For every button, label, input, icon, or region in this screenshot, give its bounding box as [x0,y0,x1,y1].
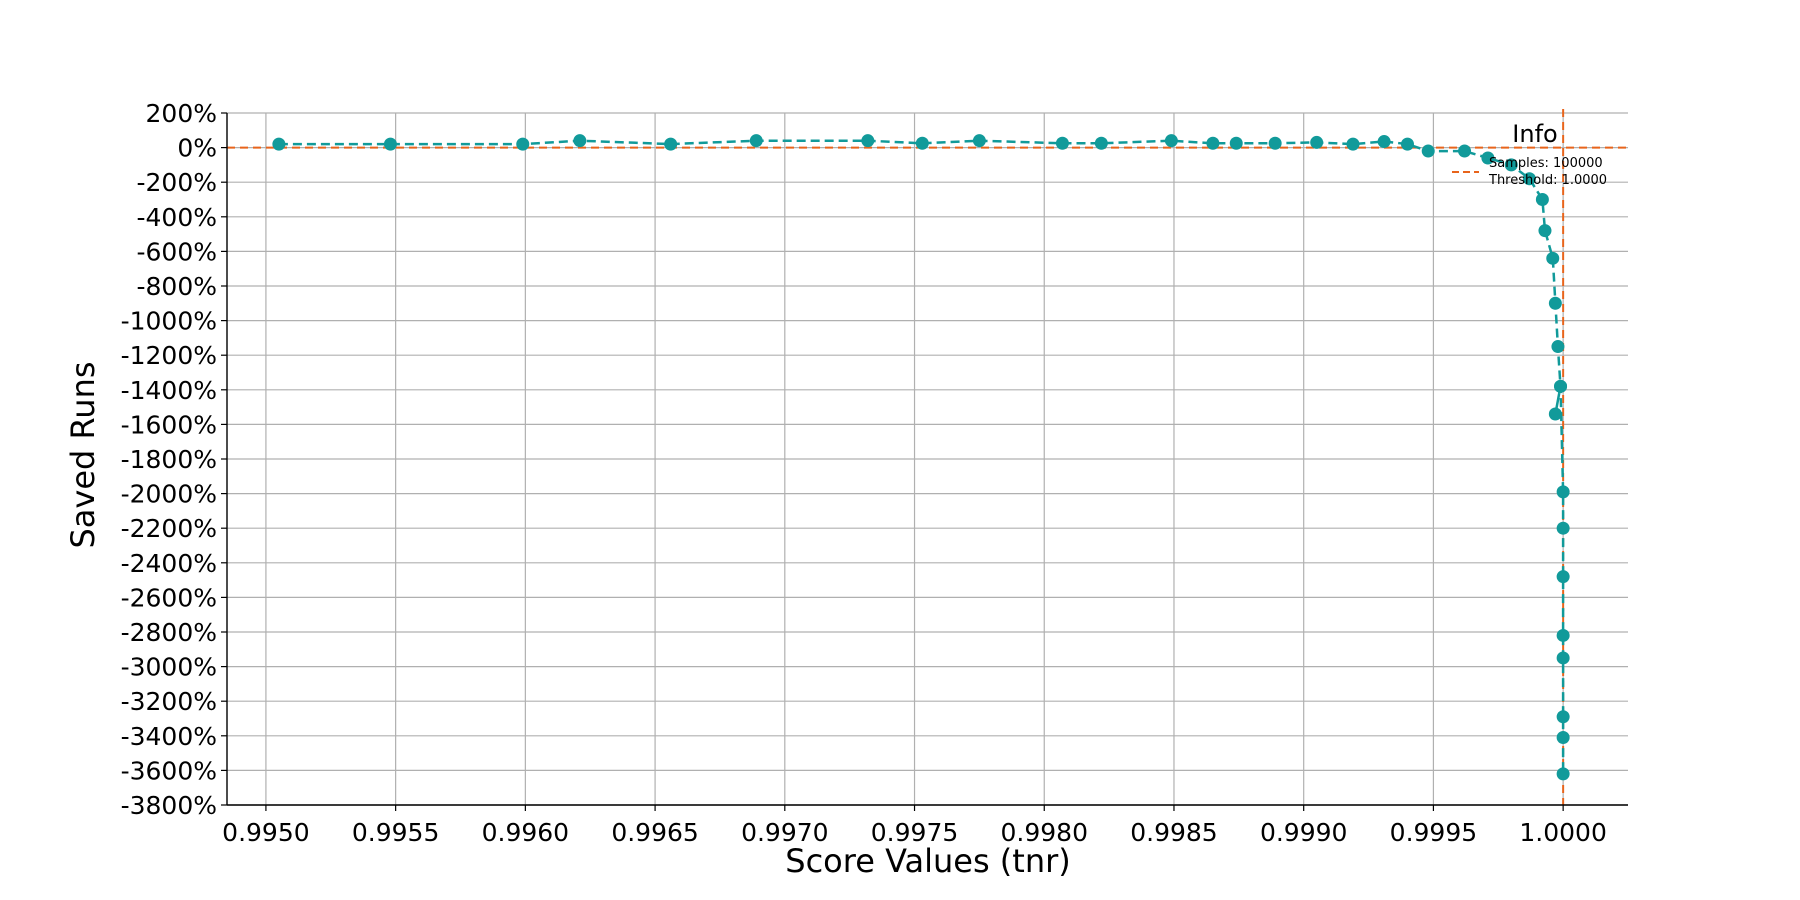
y-tick-label: -3800% [121,791,217,820]
data-point [1556,710,1570,724]
data-point [1538,224,1552,238]
data-point [1548,407,1562,421]
y-tick-label: -1400% [121,376,217,405]
data-point [1229,136,1243,150]
data-point [1400,137,1414,151]
y-tick-label: -1600% [121,410,217,439]
y-tick-label: -2800% [121,618,217,647]
data-point [1504,158,1518,172]
data-point [1556,628,1570,642]
y-tick-label: -2400% [121,549,217,578]
data-point [1551,340,1565,354]
data-point [516,137,530,151]
y-tick-label: -3400% [121,722,217,751]
data-point [1548,296,1562,310]
legend-title: Info [1512,120,1557,148]
y-tick-label: 0% [177,134,217,163]
y-tick-label: -3000% [121,653,217,682]
x-tick-label: 0.9985 [1130,818,1217,847]
data-point [1094,136,1108,150]
data-point [1055,136,1069,150]
x-tick-label: 0.9970 [741,818,828,847]
y-tick-label: 200% [146,99,217,128]
x-tick-label: 0.9990 [1260,818,1347,847]
data-point [1556,651,1570,665]
x-axis-title: Score Values (tnr) [785,842,1070,880]
y-tick-label: -1000% [121,307,217,336]
y-tick-label: -800% [137,272,218,301]
data-point [664,137,678,151]
y-tick-label: -1800% [121,445,217,474]
legend-entry-samples: Samples: 100000 [1489,156,1603,171]
y-axis-title: Saved Runs [64,361,102,548]
legend: Info Samples: 100000 Threshold: 1.0000 [1452,120,1607,188]
y-tick-label: -200% [137,168,218,197]
y-tick-label: -3200% [121,687,217,716]
series [272,134,1570,781]
y-tick-label: -2600% [121,583,217,612]
data-point [1556,767,1570,781]
data-point [272,137,286,151]
data-point [573,134,587,148]
x-tick-label: 0.9965 [611,818,698,847]
data-point [1206,136,1220,150]
x-tick-label: 1.0000 [1519,818,1606,847]
data-point [1421,144,1435,158]
x-tick-label: 0.9950 [222,818,309,847]
y-tick-label: -400% [137,203,218,232]
series-line [278,139,1565,774]
data-point [1556,521,1570,535]
data-point [1556,570,1570,584]
x-tick-label: 0.9995 [1390,818,1477,847]
data-point [1310,135,1324,149]
ticks: 0.9950 0.9955 0.9960 0.9965 0.9970 0.9975 0.99… [121,99,1607,847]
data-point [915,136,929,150]
data-point [383,137,397,151]
data-point [1556,731,1570,745]
x-tick-label: 0.9955 [352,818,439,847]
data-point [749,134,763,148]
data-point [1546,251,1560,265]
x-tick-label: 0.9960 [482,818,569,847]
y-tick-label: -2000% [121,480,217,509]
x-tick-label: 0.9975 [871,818,958,847]
data-point [1458,144,1472,158]
data-point [1377,135,1391,149]
y-tick-label: -600% [137,237,218,266]
data-point [1535,193,1549,206]
data-point [1554,379,1568,393]
y-tick-label: -1200% [121,341,217,370]
data-point [1556,485,1570,499]
grid [227,112,1628,806]
reference-lines [227,109,1628,805]
data-point [1268,136,1282,150]
data-point [1481,151,1495,165]
y-tick-label: -2200% [121,514,217,543]
x-tick-label: 0.9980 [1001,818,1088,847]
data-point [1346,137,1360,151]
legend-entry-threshold: Threshold: 1.0000 [1488,173,1607,188]
data-point [972,134,986,148]
data-point [861,134,875,148]
data-point [1522,172,1536,186]
y-tick-label: -3600% [121,756,217,785]
data-point [1164,134,1178,148]
